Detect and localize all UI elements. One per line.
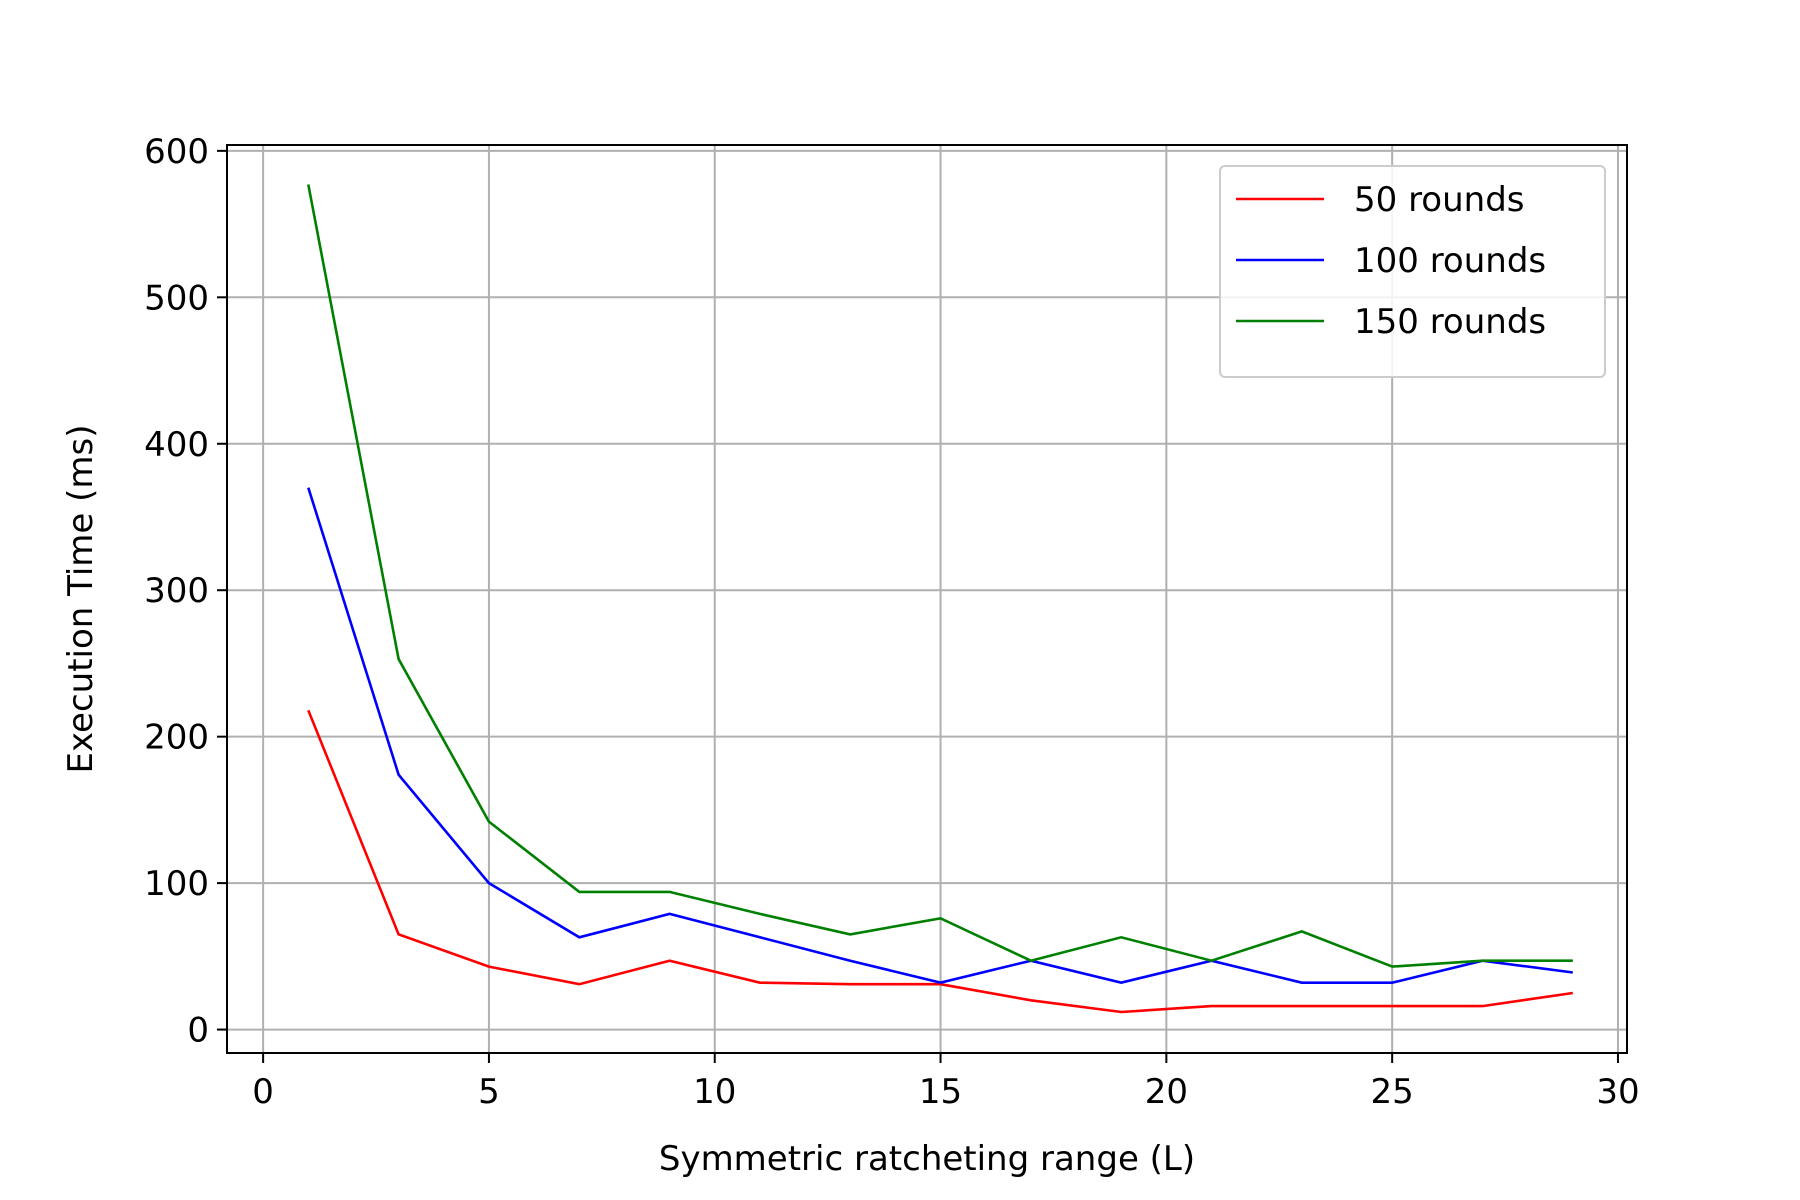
x-tick-label: 0 — [252, 1072, 274, 1112]
x-axis-label: Symmetric ratcheting range (L) — [659, 1139, 1195, 1179]
legend-label-1: 50 rounds — [1354, 180, 1525, 220]
x-tick-label: 15 — [919, 1072, 962, 1112]
y-tick-label: 100 — [144, 864, 209, 904]
y-tick-label: 300 — [144, 571, 209, 611]
y-tick-label: 0 — [187, 1011, 209, 1051]
y-axis-label: Execution Time (ms) — [61, 424, 101, 773]
legend-label-2: 100 rounds — [1354, 241, 1546, 281]
x-tick-label: 25 — [1371, 1072, 1414, 1112]
legend: 50 rounds 100 rounds 150 rounds — [1219, 165, 1606, 378]
series-lines — [307, 184, 1573, 1014]
series-line-1 — [307, 709, 1573, 1014]
y-tick-label: 200 — [144, 718, 209, 758]
x-tick-label: 30 — [1596, 1072, 1639, 1112]
y-tick-label: 600 — [144, 132, 209, 172]
legend-box — [1219, 165, 1606, 378]
legend-label-3: 150 rounds — [1354, 302, 1546, 342]
series-line-3 — [307, 184, 1573, 968]
y-tick-label: 500 — [144, 278, 209, 318]
x-tick-label: 20 — [1145, 1072, 1188, 1112]
x-tick-label: 5 — [478, 1072, 500, 1112]
series-line-2 — [307, 487, 1573, 985]
plot-frame — [226, 144, 1628, 1054]
y-tick-label: 400 — [144, 425, 209, 465]
grid — [227, 145, 1627, 1053]
x-tick-label: 10 — [693, 1072, 736, 1112]
